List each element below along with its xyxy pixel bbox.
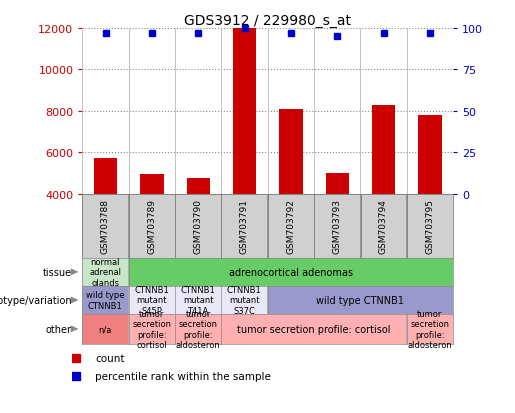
Text: GSM703795: GSM703795 [425, 199, 434, 254]
Text: CTNNB1
mutant
S37C: CTNNB1 mutant S37C [227, 285, 262, 315]
Text: genotype/variation: genotype/variation [0, 295, 72, 305]
Text: GSM703790: GSM703790 [194, 199, 202, 254]
Bar [372, 105, 396, 194]
Text: tumor
secretion
profile:
aldosteron: tumor secretion profile: aldosteron [176, 309, 220, 349]
Text: GSM703789: GSM703789 [147, 199, 156, 254]
Text: count: count [95, 353, 125, 363]
Bar [325, 173, 349, 194]
Text: normal
adrenal
glands: normal adrenal glands [89, 257, 122, 287]
Text: GSM703794: GSM703794 [379, 199, 388, 254]
Text: tumor
secretion
profile:
cortisol: tumor secretion profile: cortisol [132, 309, 171, 349]
Title: GDS3912 / 229980_s_at: GDS3912 / 229980_s_at [184, 14, 351, 28]
Text: percentile rank within the sample: percentile rank within the sample [95, 371, 271, 381]
Bar [279, 109, 303, 194]
Text: GSM703793: GSM703793 [333, 199, 341, 254]
Text: adrenocortical adenomas: adrenocortical adenomas [229, 267, 353, 277]
Text: GSM703788: GSM703788 [101, 199, 110, 254]
Text: tissue: tissue [43, 267, 72, 277]
Text: CTNNB1
mutant
T41A: CTNNB1 mutant T41A [181, 285, 215, 315]
Text: n/a: n/a [99, 325, 112, 334]
Bar [140, 174, 163, 194]
Text: wild type
CTNNB1: wild type CTNNB1 [86, 291, 125, 310]
Bar [233, 29, 256, 194]
Text: tumor
secretion
profile:
aldosteron: tumor secretion profile: aldosteron [407, 309, 452, 349]
Text: wild type CTNNB1: wild type CTNNB1 [316, 295, 404, 305]
Text: tumor secretion profile: cortisol: tumor secretion profile: cortisol [237, 324, 391, 334]
Text: GSM703792: GSM703792 [286, 199, 295, 254]
Text: GSM703791: GSM703791 [240, 199, 249, 254]
Text: CTNNB1
mutant
S45P: CTNNB1 mutant S45P [134, 285, 169, 315]
Bar [94, 159, 117, 194]
Text: other: other [46, 324, 72, 334]
Bar [186, 178, 210, 194]
Bar [418, 116, 441, 194]
